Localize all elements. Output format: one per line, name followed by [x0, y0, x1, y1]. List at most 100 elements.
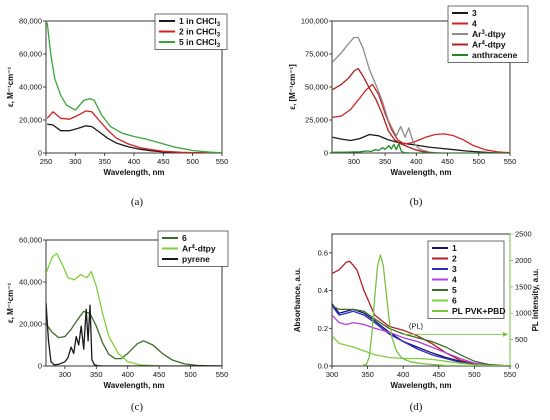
x-tick-label: 350 — [361, 370, 374, 379]
series-line-pyrene — [46, 302, 222, 366]
x-tick-label: 350 — [98, 157, 111, 166]
legend-label: 4 — [452, 275, 457, 285]
y-axis-label: ε, M⁻¹cm⁻¹ — [6, 283, 15, 324]
x-tick-label: 550 — [216, 157, 229, 166]
x-tick-label: 300 — [326, 370, 339, 379]
x-axis-label: Wavelength, nm — [103, 381, 164, 390]
y-tick-label: 0 — [324, 149, 328, 158]
x-tick-label: 350 — [90, 370, 103, 379]
panel-caption: (a) — [131, 196, 144, 208]
series-line-pl-pvk-pbd — [360, 254, 510, 366]
legend-label: 6 — [182, 233, 187, 243]
panel-caption: (b) — [410, 196, 423, 208]
y2-tick-label: 2000 — [515, 256, 532, 265]
y-axis-label: ε, [M⁻¹cm⁻¹] — [288, 64, 297, 110]
panel-2: 300 350 400 450 500 550 0 25,000 50,000 75,000 100… — [288, 5, 529, 177]
y2-tick-label: 1000 — [515, 309, 532, 318]
x-tick-label: 300 — [69, 157, 82, 166]
y2-tick-label: 1500 — [515, 282, 532, 291]
legend-label: pyrene — [182, 254, 210, 264]
legend-label: Ar3-dtpy — [472, 29, 506, 39]
legend-label: PL PVK+PBD — [452, 306, 505, 316]
panel-caption: (d) — [410, 401, 423, 413]
legend-label: 5 — [452, 285, 457, 295]
x-tick-label: 550 — [504, 370, 517, 379]
legend-label: 1 in CHCl3 — [179, 16, 221, 28]
x-tick-label: 500 — [468, 370, 481, 379]
series-line-anthracene — [332, 143, 510, 153]
legend-label: 5 in CHCl3 — [179, 37, 221, 49]
y-tick-label: 0.4 — [318, 286, 328, 295]
x-axis-label: Wavelength, nm — [390, 168, 451, 177]
legend-label: 3 — [472, 8, 477, 18]
y-tick-label: 0 — [38, 362, 42, 371]
y2-tick-label: 500 — [515, 335, 528, 344]
panel-3: 300 350 400 450 500 550 0 20,000 40,000 60,000 Wav… — [6, 230, 229, 390]
x-tick-label: 450 — [153, 370, 166, 379]
y2-tick-label: 0 — [515, 362, 519, 371]
x-tick-label: 400 — [121, 370, 134, 379]
pl-annotation: (PL) — [409, 321, 424, 330]
y-tick-label: 0 — [38, 149, 42, 158]
y-tick-label: 0.2 — [318, 324, 328, 333]
x-tick-label: 400 — [128, 157, 141, 166]
y-tick-label: 40,000 — [19, 278, 42, 287]
series-line-ar3-dtpy — [332, 36, 442, 153]
x-tick-label: 450 — [157, 157, 170, 166]
x-tick-label: 300 — [348, 157, 361, 166]
legend-label: 2 in CHCl3 — [179, 27, 221, 39]
y-tick-label: 100,000 — [301, 17, 328, 26]
y-tick-label: 75,000 — [305, 50, 328, 59]
y-tick-label: 20,000 — [19, 116, 42, 125]
y-tick-label: 60,000 — [19, 236, 42, 245]
series-line-ar4-dtpy — [46, 252, 160, 366]
x-tick-label: 500 — [473, 157, 486, 166]
series-line-4 — [332, 314, 510, 366]
y-tick-label: 60,000 — [19, 50, 42, 59]
x-axis-label: Wavelength, nm — [390, 381, 451, 390]
legend-label: 6 — [452, 296, 457, 306]
y-axis-label: ε, M⁻¹cm⁻¹ — [6, 67, 15, 108]
y-tick-label: 20,000 — [19, 320, 42, 329]
y-tick-label: 0.6 — [318, 248, 328, 257]
x-tick-label: 350 — [379, 157, 392, 166]
legend-label: 2 — [452, 254, 457, 264]
panel-1: 250 300 350 400 450 500 550 0 20,000 40,000 60,000… — [6, 13, 229, 177]
x-tick-label: 400 — [397, 370, 410, 379]
series-line-2 — [332, 260, 510, 366]
y2-axis-label: PL intensity, a.u. — [531, 269, 540, 332]
y-axis-label: Absorbance, a.u. — [293, 268, 302, 332]
x-tick-label: 500 — [186, 157, 199, 166]
series-line-ar4-dtpy — [332, 67, 436, 153]
legend-label: 4 — [472, 19, 477, 29]
series-line-2-in-chcl3 — [46, 110, 222, 153]
x-tick-label: 500 — [184, 370, 197, 379]
x-tick-label: 250 — [40, 157, 53, 166]
y2-tick-label: 2500 — [515, 230, 532, 239]
legend-label: Ar4-dtpy — [472, 40, 506, 50]
legend-label: 1 — [452, 243, 457, 253]
legend-label: Ar4-dtpy — [182, 244, 216, 254]
panel-caption: (c) — [131, 401, 144, 413]
y-tick-label: 0.0 — [318, 362, 328, 371]
series-line-1-in-chcl3 — [47, 123, 222, 153]
legend-label: anthracene — [472, 50, 518, 60]
y-tick-label: 50,000 — [305, 83, 328, 92]
legend-label: 3 — [452, 264, 457, 274]
series-line-4 — [332, 83, 510, 153]
series-line-6 — [46, 310, 222, 366]
x-tick-label: 450 — [433, 370, 446, 379]
x-tick-label: 550 — [504, 157, 517, 166]
x-tick-label: 550 — [216, 370, 229, 379]
y-tick-label: 80,000 — [19, 17, 42, 26]
series-line-5-in-chcl3 — [46, 22, 222, 153]
x-tick-label: 300 — [59, 370, 72, 379]
x-axis-label: Wavelength, nm — [103, 168, 164, 177]
y-tick-label: 25,000 — [305, 116, 328, 125]
pl-arrow-head — [503, 331, 508, 337]
panel-4: 300 350 400 450 500 5500.00.20.40.6Wavelength… — [293, 230, 540, 391]
